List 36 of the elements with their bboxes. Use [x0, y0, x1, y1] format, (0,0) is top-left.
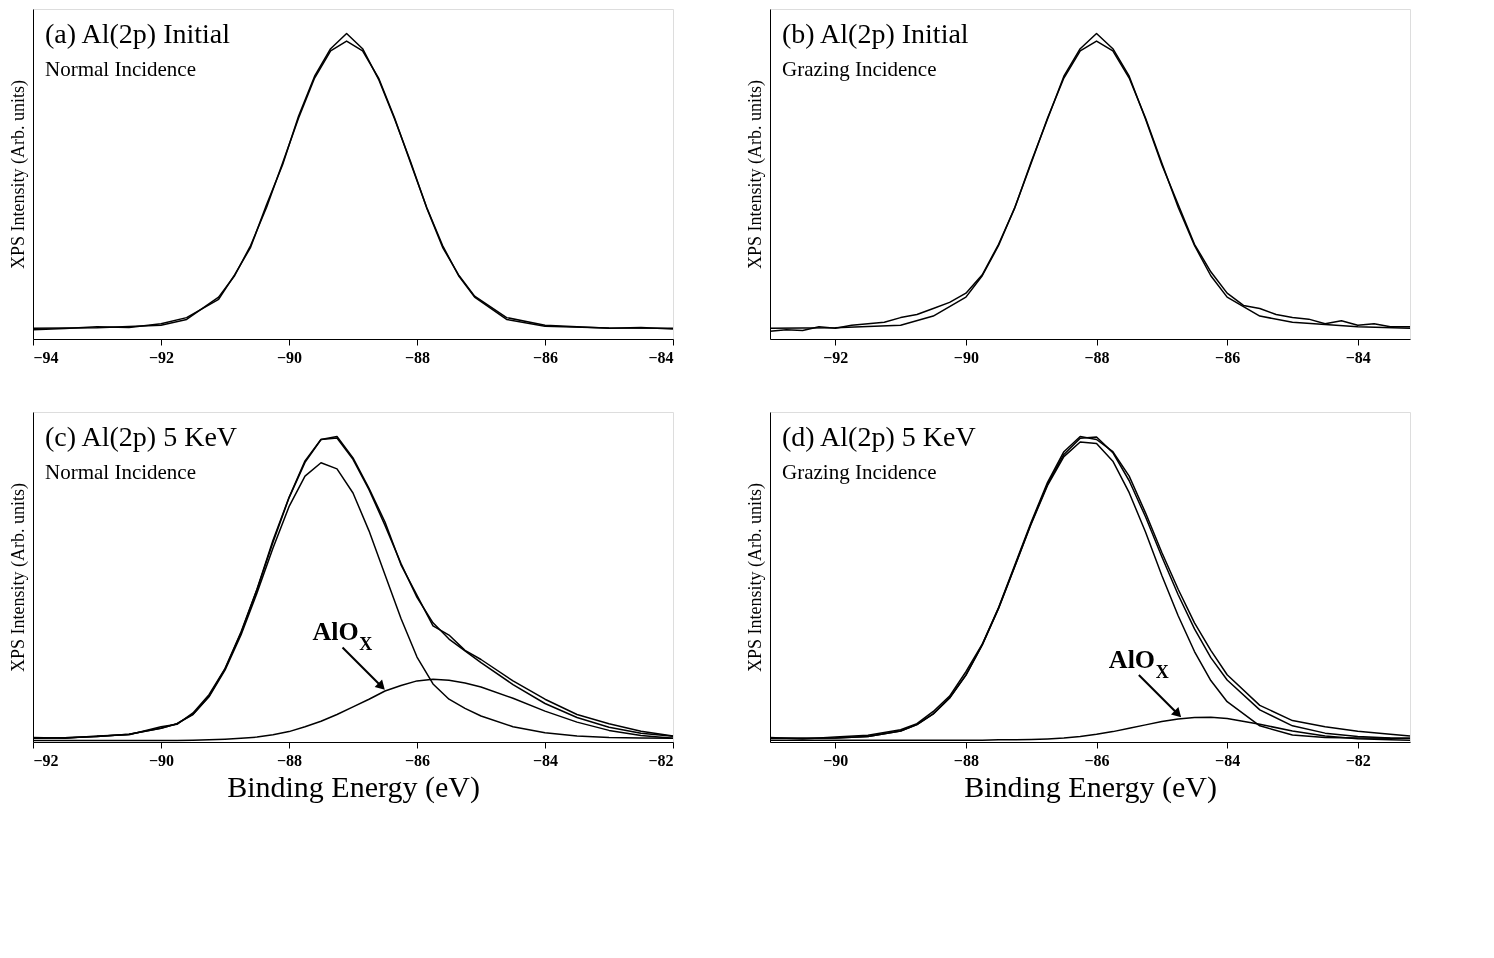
x-tick-label: −88	[953, 751, 979, 769]
text: Grazing Incidence	[782, 460, 937, 484]
x-axis-title: Binding Energy (eV)	[964, 769, 1217, 804]
x-tick-label: −92	[33, 751, 59, 769]
text: Normal Incidence	[45, 460, 197, 484]
x-tick-label: −86	[404, 751, 431, 769]
x-tick-label: −84	[532, 751, 559, 769]
text: Normal Incidence	[45, 57, 197, 81]
x-tick-label: −92	[148, 348, 175, 366]
x-tick-label: −82	[1345, 751, 1371, 769]
chart-title: (b) Al(2p) Initial	[782, 18, 969, 49]
x-tick-label: −92	[823, 348, 849, 366]
x-tick-label: −90	[823, 751, 849, 769]
x-tick-label: −90	[276, 348, 303, 366]
x-tick-label: −82	[648, 751, 674, 769]
text: Grazing Incidence	[782, 57, 937, 81]
x-tick-label: −90	[148, 751, 175, 769]
x-tick-label: −88	[276, 751, 303, 769]
x-tick-label: −84	[648, 348, 674, 366]
x-tick-label: −84	[1345, 348, 1371, 366]
y-axis-title: XPS Intensity (Arb. units)	[7, 79, 29, 269]
y-axis-title: XPS Intensity (Arb. units)	[744, 79, 766, 269]
x-tick-label: −94	[33, 348, 59, 366]
x-tick-label: −88	[404, 348, 431, 366]
x-tick-label: −84	[1215, 751, 1241, 769]
x-tick-label: −86	[1215, 348, 1241, 366]
x-tick-label: −90	[953, 348, 979, 366]
chart-title: (a) Al(2p) Initial	[45, 18, 231, 49]
x-axis-title: Binding Energy (eV)	[227, 769, 480, 804]
y-axis-title: XPS Intensity (Arb. units)	[744, 482, 766, 672]
chart-title: (c) Al(2p) 5 KeV	[45, 421, 238, 452]
x-tick-label: −86	[1084, 751, 1110, 769]
x-tick-label: −88	[1084, 348, 1110, 366]
y-axis-title: XPS Intensity (Arb. units)	[7, 482, 29, 672]
x-tick-label: −86	[532, 348, 559, 366]
chart-title: (d) Al(2p) 5 KeV	[782, 421, 976, 452]
